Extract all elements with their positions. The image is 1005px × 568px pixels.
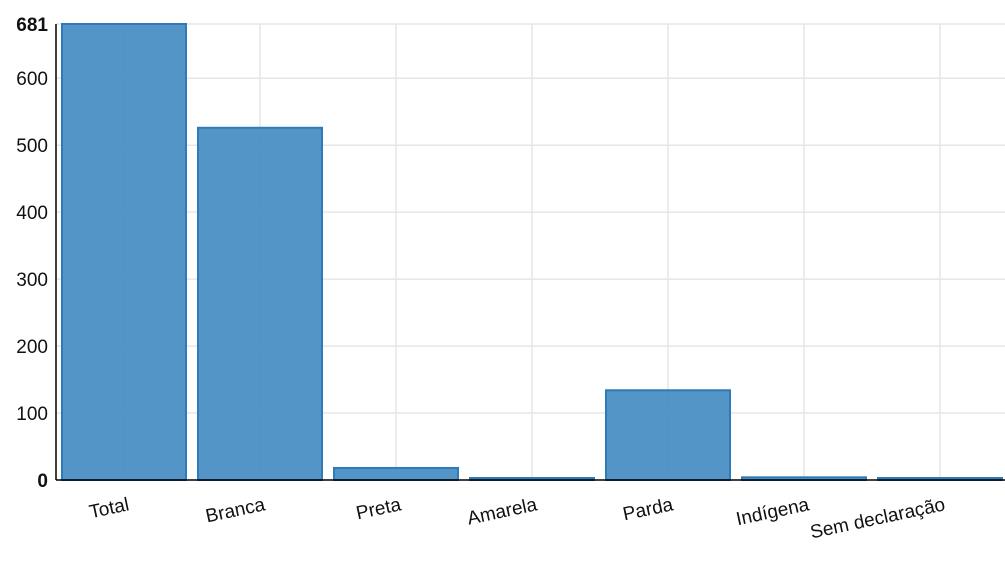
- y-tick-label: 200: [16, 337, 48, 358]
- x-tick-label: Preta: [354, 494, 403, 524]
- axis-layer: [55, 24, 1005, 481]
- x-axis-tick-labels: Total Branca Preta Amarela Parda IndígenaSem …: [87, 494, 947, 543]
- y-tick-label: 681: [16, 15, 48, 36]
- bar-parda: [605, 389, 731, 482]
- y-tick-label: 0: [37, 471, 48, 492]
- y-axis-tick-labels: 0 100 200 300 400 500 600 681: [16, 15, 48, 492]
- x-tick-label: Sem declaração: [808, 494, 947, 543]
- y-tick-label: 500: [16, 136, 48, 157]
- x-tick-label: Indígena: [734, 494, 811, 530]
- bar-branca: [197, 126, 323, 481]
- y-tick-label: 400: [16, 203, 48, 224]
- bar-preta: [333, 466, 459, 482]
- x-tick-label: Parda: [621, 494, 675, 525]
- bar-layer: [61, 23, 1003, 482]
- y-tick-label: 100: [16, 404, 48, 425]
- bar-total: [61, 23, 187, 481]
- y-tick-label: 300: [16, 270, 48, 291]
- x-tick-label: Branca: [204, 494, 268, 527]
- x-tick-label: Total: [87, 494, 131, 523]
- x-tick-label: Amarela: [465, 494, 539, 529]
- y-tick-label: 600: [16, 69, 48, 90]
